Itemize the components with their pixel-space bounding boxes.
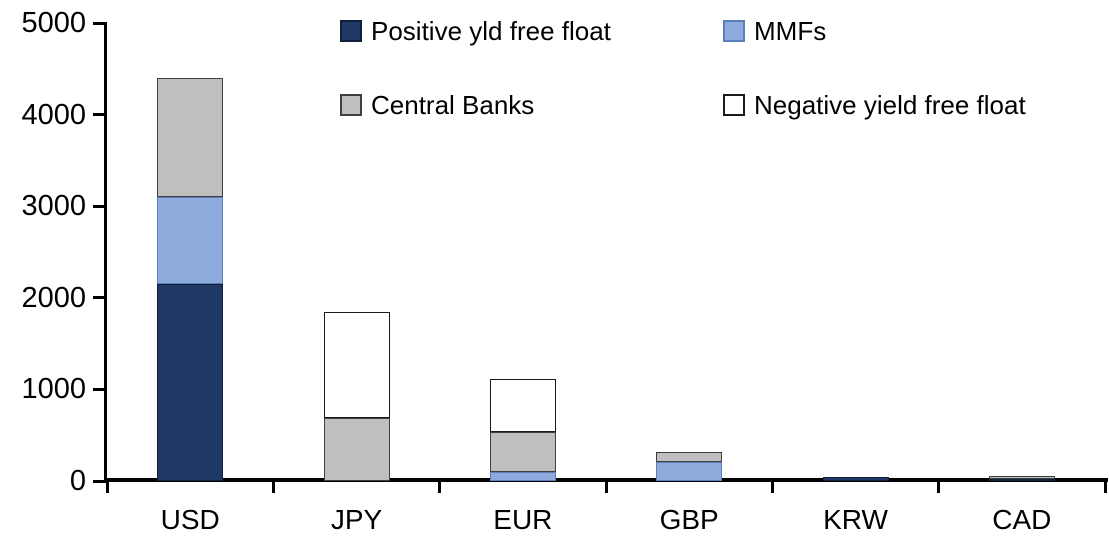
x-axis-category-label: JPY [330, 504, 383, 535]
y-axis-tick-label: 5000 [21, 7, 86, 39]
x-axis-tick [438, 482, 442, 493]
legend-item-negative-yield-free-float: Negative yield free float [723, 91, 1026, 119]
bar-segment [822, 476, 889, 481]
x-axis-tick [1103, 482, 1107, 493]
bar-segment [323, 311, 390, 418]
bar-segment [988, 478, 1055, 481]
bar-segment [489, 432, 556, 472]
x-axis-category-label: GBP [659, 504, 719, 535]
y-axis-tick [93, 113, 107, 117]
legend-label: Positive yld free float [371, 16, 611, 46]
y-axis-tick-label: 1000 [21, 373, 86, 406]
legend-swatch-central-banks-icon [340, 94, 362, 116]
y-axis-tick [93, 21, 107, 25]
y-axis-tick [93, 479, 107, 483]
x-axis-tick [271, 482, 275, 493]
x-axis-tick [937, 482, 941, 493]
bar-segment [988, 475, 1055, 479]
bar-segment [656, 451, 723, 462]
legend-item-positive-yld-free-float: Positive yld free float [340, 17, 611, 45]
x-axis-line [104, 478, 1108, 482]
x-axis-category-label: USD [160, 504, 220, 535]
y-axis-tick-label: 4000 [21, 98, 86, 131]
x-axis-category-label: KRW [823, 504, 888, 535]
bar-segment [489, 379, 556, 433]
x-axis-tick [105, 482, 109, 493]
y-axis-tick [93, 204, 107, 208]
y-axis-tick [93, 296, 107, 300]
bar-segment [323, 417, 390, 481]
y-axis-tick [93, 387, 107, 391]
bar-segment [489, 471, 556, 481]
bar-segment [157, 77, 224, 198]
bar-segment [656, 461, 723, 481]
legend-swatch-negative-yield-icon [723, 94, 745, 116]
bar-segment [157, 197, 224, 285]
legend-label: Central Banks [371, 90, 535, 120]
legend-item-mmfs: MMFs [723, 17, 826, 45]
y-axis-tick-label: 0 [69, 465, 86, 497]
legend-label: Negative yield free float [754, 90, 1026, 120]
legend-swatch-positive-yld-icon [340, 20, 362, 42]
legend-swatch-mmfs-icon [723, 20, 745, 42]
y-axis-line [104, 23, 107, 481]
legend-label: MMFs [754, 16, 827, 46]
x-axis-tick [770, 482, 774, 493]
bar-segment [157, 284, 224, 481]
y-axis-tick-label: 3000 [21, 190, 86, 223]
x-axis-tick [604, 482, 608, 493]
x-axis-category-label: CAD [992, 504, 1052, 535]
x-axis-category-label: EUR [493, 504, 553, 535]
legend-item-central-banks: Central Banks [340, 91, 534, 119]
y-axis-tick-label: 2000 [21, 281, 86, 314]
